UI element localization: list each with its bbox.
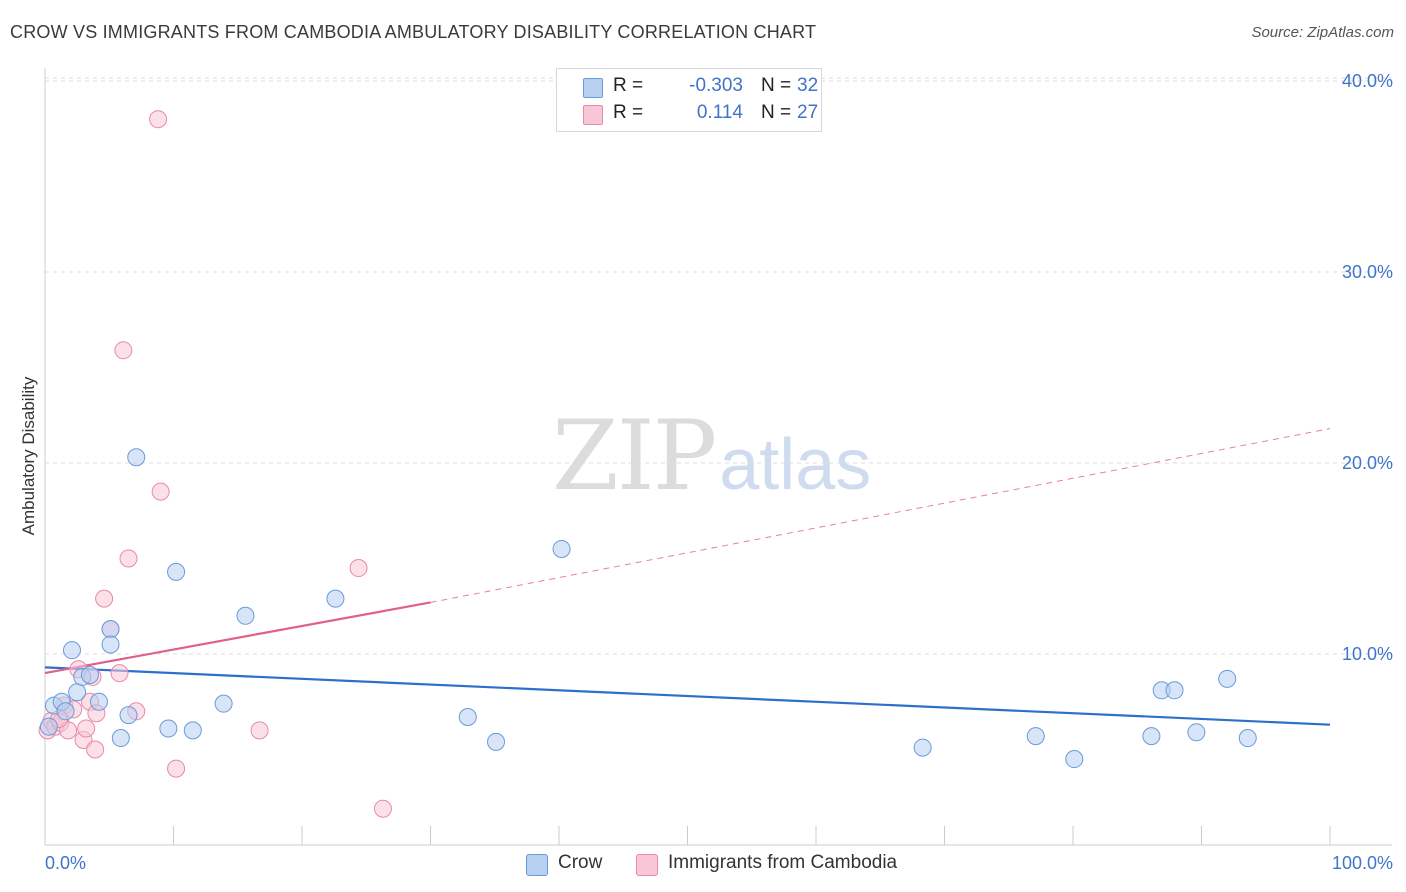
y-tick-label: 30.0%: [1342, 262, 1393, 282]
crow-point: [159, 719, 178, 738]
crow-point: [214, 694, 233, 713]
cambodia-point: [250, 721, 269, 740]
crow-point: [80, 666, 99, 685]
crow-point: [167, 562, 186, 581]
crow-point: [119, 706, 138, 725]
crow-n-label: N =: [761, 75, 792, 96]
chart-title: CROW VS IMMIGRANTS FROM CAMBODIA AMBULAT…: [10, 22, 817, 42]
crow-point: [1065, 750, 1084, 769]
crow-point: [1218, 669, 1237, 688]
crow-legend-label: Crow: [558, 852, 603, 873]
cambodia-n-value: 27: [797, 102, 819, 123]
watermark-zip: ZIP: [552, 400, 717, 512]
crow-point: [1142, 727, 1161, 746]
crow-n-value: 32: [797, 75, 819, 96]
source-label: Source: ZipAtlas.com: [1251, 24, 1394, 41]
crow-point: [89, 692, 108, 711]
cambodia-point: [373, 799, 392, 818]
trend-lines: [44, 428, 1331, 726]
y-tick-label: 40.0%: [1342, 71, 1393, 91]
grid-lines: [45, 77, 1392, 655]
watermark-atlas: atlas: [719, 425, 872, 505]
crow-point: [552, 539, 571, 558]
cambodia-legend-label: Immigrants from Cambodia: [668, 852, 898, 873]
crow-point: [1165, 681, 1184, 700]
crow-point: [326, 589, 345, 608]
cambodia-point: [95, 589, 114, 608]
cambodia-point: [167, 759, 186, 778]
cambodia-legend-swatch: [636, 854, 658, 876]
cambodia-point: [77, 719, 96, 738]
cambodia-point: [110, 664, 129, 683]
crow-swatch: [583, 78, 603, 98]
cambodia-point: [86, 740, 105, 759]
tick-labels: 10.0% 20.0% 30.0% 40.0% 0.0% 100.0%: [45, 71, 1393, 873]
watermark: ZIPatlas: [552, 400, 871, 512]
cambodia-point: [114, 341, 133, 360]
crow-point: [183, 721, 202, 740]
crow-point: [111, 729, 130, 748]
crow-point: [101, 620, 120, 639]
crow-point: [127, 448, 146, 467]
y-axis-label: Ambulatory Disability: [19, 376, 38, 535]
cambodia-point: [149, 110, 168, 129]
x-tick-label: 0.0%: [45, 853, 86, 873]
data-points: [38, 110, 1257, 818]
crow-point: [1026, 727, 1045, 746]
cambodia-swatch: [583, 105, 603, 125]
cambodia-trend-line: [44, 601, 431, 675]
cambodia-point: [151, 482, 170, 501]
cambodia-trend-extension: [430, 428, 1331, 603]
crow-point: [1238, 729, 1257, 748]
cambodia-r-label: R =: [613, 102, 644, 123]
crow-point: [487, 732, 506, 751]
crow-point: [458, 708, 477, 727]
crow-point: [68, 683, 87, 702]
correlation-legend: R = -0.303 N = 32 R = 0.114 N = 27: [556, 68, 822, 132]
crow-point: [39, 717, 58, 736]
crow-point: [56, 702, 75, 721]
crow-point: [1187, 723, 1206, 742]
crow-trend-line: [44, 666, 1331, 726]
crow-point: [101, 635, 120, 654]
crow-legend-swatch: [526, 854, 548, 876]
y-tick-label: 20.0%: [1342, 453, 1393, 473]
cambodia-point: [349, 559, 368, 578]
crow-point: [62, 641, 81, 660]
crow-r-label: R =: [613, 75, 644, 96]
cambodia-n-label: N =: [761, 102, 792, 123]
cambodia-point: [119, 549, 138, 568]
y-tick-label: 10.0%: [1342, 644, 1393, 664]
x-tick-label: 100.0%: [1332, 853, 1393, 873]
crow-point: [913, 738, 932, 757]
crow-point: [236, 606, 255, 625]
cambodia-r-value: 0.114: [696, 102, 743, 123]
crow-r-value: -0.303: [689, 75, 743, 96]
